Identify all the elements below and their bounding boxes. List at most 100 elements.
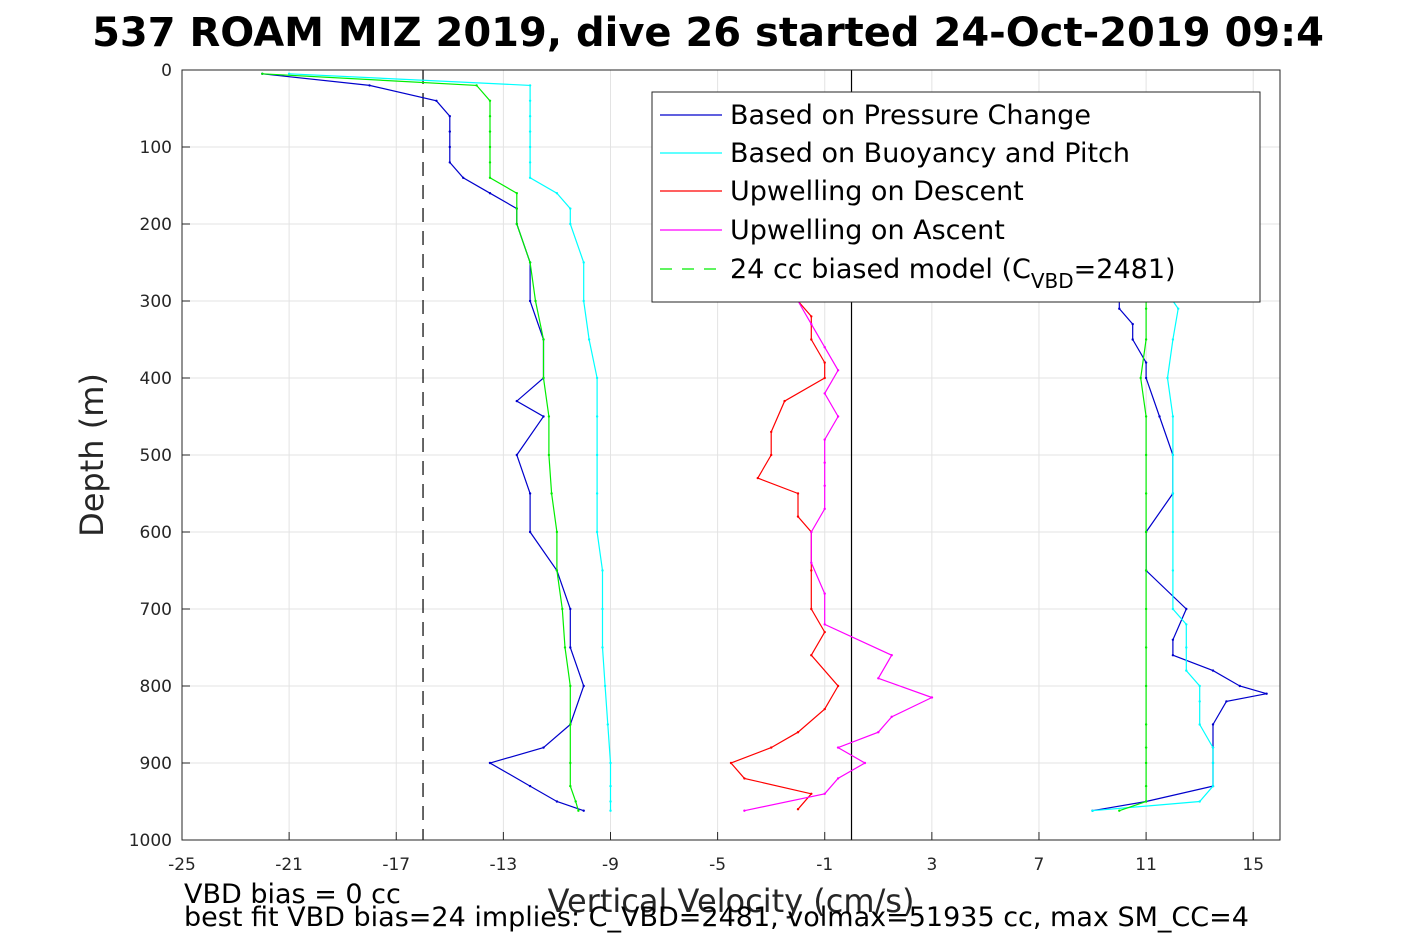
legend-label-pressure: Based on Pressure Change [730,100,1091,131]
series-line [289,73,612,811]
series-point [547,453,551,457]
series-point [1144,800,1148,803]
series-point [609,809,612,812]
series-point [1225,700,1228,703]
series-point [1144,530,1148,534]
series-point [796,731,800,734]
series-point [542,415,545,418]
series-point [823,707,826,711]
series-point [569,207,572,210]
series-point [836,777,840,780]
series-point [448,161,451,164]
series-point [1185,669,1188,672]
series-point [488,192,492,195]
series-point [1144,307,1148,310]
series-point [1144,784,1148,788]
series-point [863,761,867,765]
series-point [555,530,559,534]
series-point [1144,415,1148,418]
series-point [836,684,840,688]
series-point [1118,809,1121,812]
series-line [262,73,579,811]
series-point [547,415,551,418]
x-axis-ticks: -25 -21 -17 -13 -9 -5 -1 3 7 11 15 [168,832,1264,875]
series-point [1171,654,1175,657]
series-line [262,73,585,812]
series-point [796,492,800,495]
series-point [528,130,532,133]
data-series [261,72,1268,812]
series-point [475,84,478,87]
series-point [561,607,564,611]
series-point [595,530,599,534]
series-point [810,607,813,611]
legend-label-upwelling-descent: Upwelling on Descent [730,176,1024,207]
series-point [488,99,492,103]
series-point [810,315,813,318]
y-tick-label: 800 [140,677,172,697]
series-point [1171,607,1175,611]
series-point [810,569,813,572]
series-point [550,492,553,495]
series-point [488,176,492,179]
series-point [595,376,599,380]
x-axis-label: Vertical Velocity (cm/s) [548,882,915,920]
series-point [528,84,532,87]
series-point [1211,784,1215,788]
series-point [890,715,893,718]
series-point [770,746,773,749]
series-point [1211,669,1215,672]
y-axis-ticks: 0 100 200 300 400 500 600 700 800 900 1000 [129,61,190,851]
series-point [823,592,826,595]
series-point [1158,415,1161,418]
series-point [1144,607,1148,611]
series-point [603,684,607,688]
legend-label-biased-model: 24 cc biased model (CVBD=2481) [730,254,1176,293]
x-tick-label: -9 [602,855,619,875]
series-point [528,261,532,264]
series-point [810,654,813,657]
series-point [743,777,746,780]
series-point [555,569,559,572]
series-point [582,261,585,264]
y-tick-label: 1000 [129,831,172,851]
series-point [823,630,826,634]
series-point [462,176,465,179]
series-point [368,84,371,87]
series-point [1144,338,1148,341]
series-point [528,492,532,495]
series-point [595,492,599,495]
y-axis-label: Depth (m) [73,373,111,537]
series-point [448,145,451,149]
series-point [1185,623,1188,626]
series-point [569,222,572,226]
x-tick-label: 15 [1242,855,1264,875]
series-point [542,338,545,341]
footer-line-2: best fit VBD bias=24 implies: C_VBD=2481… [184,902,1249,933]
legend-label-upwelling-ascent: Upwelling on Ascent [730,215,1005,246]
series-point [1171,415,1175,418]
series-point [569,684,572,688]
series-point [1144,746,1148,749]
legend-box [651,91,1261,303]
series-point [770,453,773,457]
series-point [1118,307,1121,310]
series-point [823,361,826,364]
series-point [823,346,826,349]
series-point [595,415,599,418]
series-point [1177,307,1180,310]
series-point [528,99,532,103]
y-tick-label: 200 [140,215,172,235]
legend-label-buoyancy: Based on Buoyancy and Pitch [730,138,1130,169]
y-tick-label: 500 [140,446,172,466]
series-point [783,399,786,403]
series-point [587,338,591,341]
series-point [582,809,585,812]
series-point [836,746,840,749]
series-point [823,484,826,487]
series-point [1171,492,1175,495]
series-point [836,415,840,418]
series-point [601,569,604,572]
y-tick-label: 600 [140,523,172,543]
series-point [823,623,826,626]
